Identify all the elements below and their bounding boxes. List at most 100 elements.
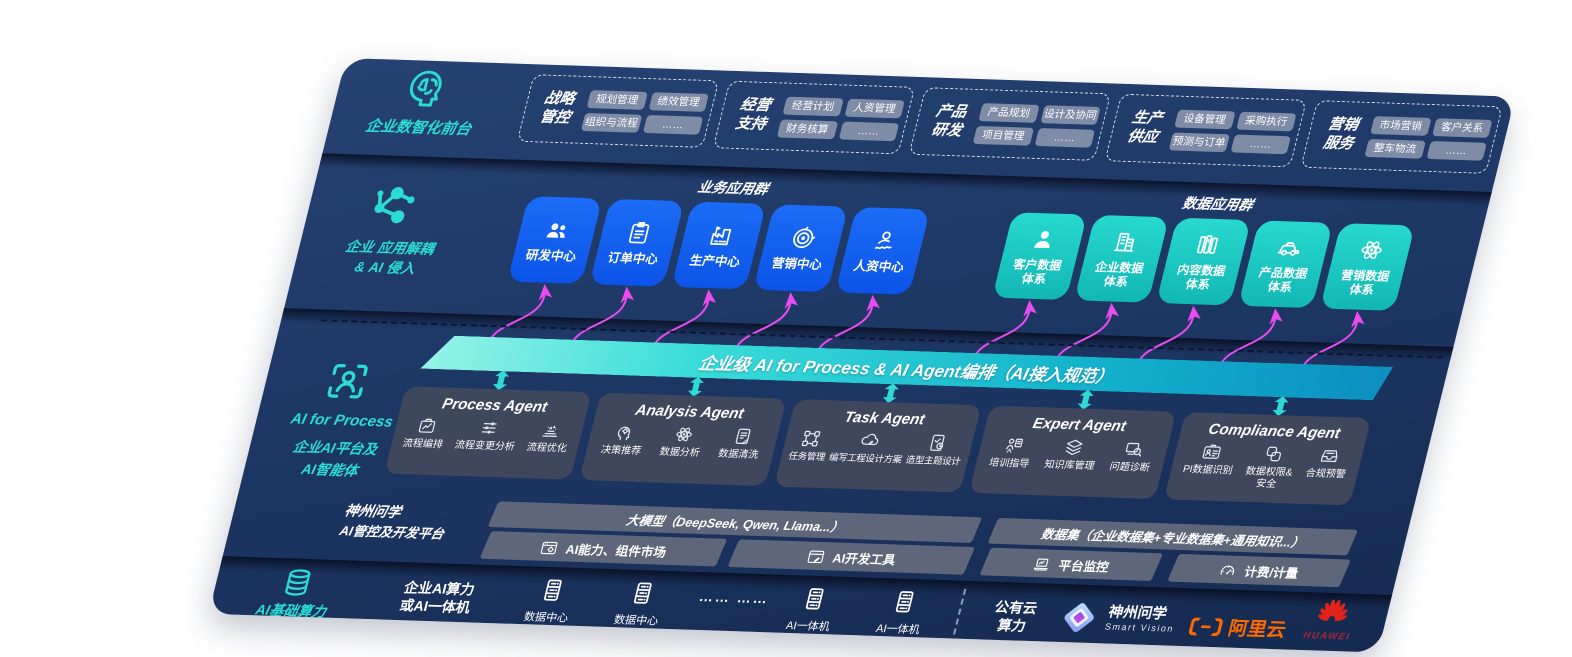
- huawei-name: HUAWEI: [1302, 630, 1352, 643]
- agent-item-label: 流程变更分析: [453, 439, 517, 453]
- app-box-order-center: 订单中心: [589, 198, 685, 287]
- module-chip: 设计及协同: [1039, 104, 1101, 125]
- module-chip: ……: [642, 114, 704, 135]
- agent-item-label: 数据权限& 安全: [1244, 466, 1294, 490]
- node-label: 数据中心: [612, 614, 660, 628]
- cell-platform-monitor: 平台监控: [979, 547, 1164, 581]
- front-office-rail-label: 企业数智化前台: [363, 117, 473, 139]
- compute-label: 企业AI算力 或AI一体机: [398, 579, 477, 616]
- module-chip: 绩效管理: [648, 91, 710, 112]
- agent-box-task: Task Agent 任务管理 编写工程设计方案 造型主题设计: [774, 399, 982, 493]
- app-box-label: 研发中心: [524, 247, 578, 264]
- updown-arrow-icon: [1077, 389, 1094, 410]
- cell-label: AI能力、组件市场: [564, 542, 668, 560]
- layers-icon: [1061, 437, 1086, 458]
- app-box-label: 生产中心: [688, 253, 742, 269]
- infra-node-datacenter: 数据中心: [506, 576, 594, 626]
- vendor-smartvision: 神州问学 Smart Vision: [1055, 598, 1180, 640]
- module-chip: 人资管理: [844, 98, 905, 118]
- agent-box-compliance: Compliance Agent PI数据识别 数据权限& 安全 合规预警: [1163, 412, 1372, 506]
- cell-label: AI开发工具: [830, 550, 897, 567]
- app-box-hr-center: 人资中心: [835, 207, 931, 295]
- cell-ai-dev-tools: AI开发工具: [727, 539, 976, 575]
- agent-item-label: 数据分析: [658, 446, 701, 459]
- cell-billing-metering: 计费/计量: [1167, 553, 1351, 588]
- ellipsis-label: …… ……: [697, 588, 772, 607]
- server-icon: [537, 577, 569, 604]
- aliyun-bracket-icon: [1186, 615, 1225, 638]
- vendor-aliyun: 阿里云: [1186, 612, 1290, 642]
- module-chip: 客户关系: [1431, 117, 1493, 138]
- module-chip: 组织与流程: [581, 112, 642, 133]
- atom-icon: [1356, 236, 1388, 263]
- data-box-marketing: 营销数据 体系: [1319, 223, 1415, 311]
- agent-item-label: 造型主题设计: [904, 454, 962, 467]
- sliders-icon: [477, 418, 502, 439]
- node-label: 数据中心: [522, 611, 570, 625]
- platform-rail-label: 神州问学 AI管控及开发平台: [337, 500, 493, 545]
- data-box-label: 企业数据 体系: [1093, 259, 1146, 289]
- group-title: 产品 研发: [929, 102, 969, 140]
- clipboard-icon: [623, 219, 655, 246]
- module-chip: 财务核算: [776, 118, 838, 139]
- stack-icon: [539, 420, 564, 441]
- diagnose-icon: [1122, 439, 1147, 460]
- app-box-production-center: 生产中心: [671, 201, 767, 290]
- agent-item-label: 编写工程设计方案: [827, 452, 904, 465]
- data-box-product: 产品数据 体系: [1237, 220, 1334, 309]
- agent-item-label: 数据清洗: [716, 448, 760, 461]
- app-box-label: 人资中心: [852, 258, 906, 275]
- updown-arrow-icon: [882, 383, 899, 404]
- module-chip: ……: [1034, 127, 1096, 148]
- agent-item-label: 流程编排: [401, 438, 445, 451]
- molecule-icon: [362, 181, 424, 232]
- agent-item-label: 合规预警: [1304, 468, 1347, 481]
- scan-person-icon: [319, 358, 376, 405]
- cell-ai-capability-market: AI能力、组件市场: [479, 531, 728, 567]
- public-cloud-label: 公有云 算力: [993, 598, 1040, 634]
- module-chip: 采购执行: [1235, 111, 1297, 131]
- target-icon: [787, 224, 819, 251]
- agent-box-process: Process Agent 流程编排 流程变更分析 流程优化: [384, 386, 592, 480]
- data-box-label: 产品数据 体系: [1257, 265, 1310, 295]
- people-wave-icon: [869, 227, 901, 254]
- front-office-group: 生产 供应 设备管理 采购执行 预测与订单 ……: [1104, 93, 1308, 168]
- tray-icon: [1318, 446, 1343, 467]
- cell-label: 计费/计量: [1243, 564, 1301, 581]
- team-icon: [541, 216, 573, 243]
- module-chip: 预测与订单: [1168, 131, 1230, 152]
- doc-clean-icon: [730, 426, 755, 447]
- brain-head-icon: [399, 66, 456, 113]
- agent-item-label: 决策推荐: [599, 444, 643, 457]
- link-shapes-icon: [1261, 444, 1286, 465]
- cloud-pen-icon: [857, 430, 882, 451]
- server-icon: [888, 588, 920, 615]
- window-pen-icon: [805, 547, 827, 565]
- window-gear-icon: [538, 538, 560, 556]
- person-icon: [1028, 226, 1060, 253]
- agent-item-label: PI数据识别: [1181, 464, 1234, 477]
- huawei-flower-icon: [1308, 598, 1357, 629]
- data-box-customer: 客户数据 体系: [992, 212, 1088, 301]
- platform-rail-line2: AI管控及开发平台: [338, 523, 446, 542]
- node-label: AI一体机: [874, 622, 921, 637]
- group-title: 经营 支持: [733, 96, 773, 133]
- module-chip: 设备管理: [1174, 109, 1236, 129]
- factory-icon: [705, 222, 737, 249]
- app-box-label: 营销中心: [770, 255, 824, 272]
- front-office-group: 经营 支持 经营计划 人资管理 财务核算 ……: [712, 80, 916, 155]
- node-label: AI一体机: [784, 619, 832, 634]
- cell-label: 平台监控: [1057, 558, 1111, 575]
- infra-node-datacenter: 数据中心: [596, 579, 684, 629]
- agent-item-label: 流程优化: [525, 442, 568, 455]
- tablet-check-icon: [925, 433, 950, 454]
- infra-rail-label: AI基础算力: [253, 601, 328, 620]
- database-icon: [277, 566, 319, 599]
- app-box-rd-center: 研发中心: [507, 196, 603, 284]
- laptop-icon: [1031, 554, 1053, 572]
- atom-icon: [672, 424, 697, 445]
- module-chip: ……: [838, 121, 900, 141]
- front-office-group: 产品 研发 产品规划 设计及协同 项目管理 ……: [908, 87, 1112, 161]
- data-box-label: 内容数据 体系: [1175, 262, 1228, 292]
- module-chip: 整车物流: [1364, 138, 1426, 159]
